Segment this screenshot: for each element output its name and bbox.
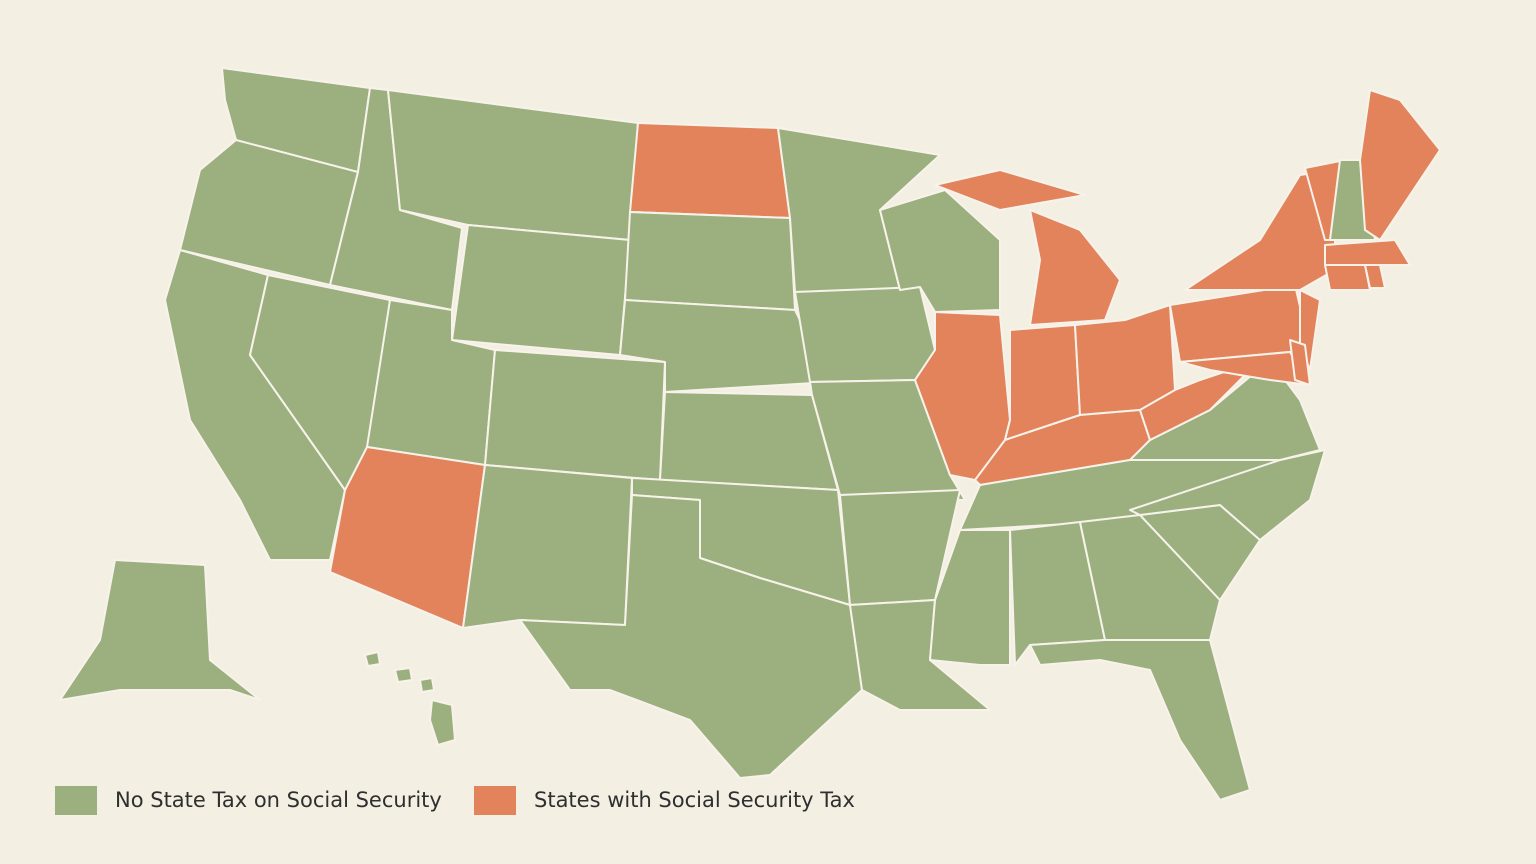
legend-label: States with Social Security Tax: [534, 788, 855, 812]
legend-swatch: [55, 786, 97, 815]
legend: No State Tax on Social Security States wi…: [55, 786, 855, 815]
legend-label: No State Tax on Social Security: [115, 788, 442, 812]
states: [59, 67, 1441, 801]
legend-swatch: [474, 786, 516, 815]
